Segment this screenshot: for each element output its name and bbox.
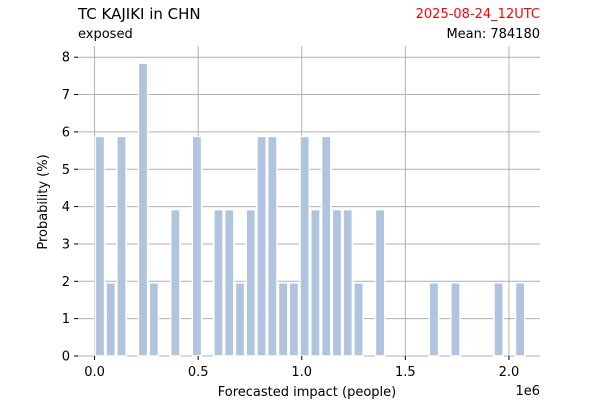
mean-value: Mean: 784180 xyxy=(446,27,540,42)
histogram-bar xyxy=(277,282,289,357)
histogram-bar xyxy=(266,135,278,357)
x-tick-label: 0.5 xyxy=(188,365,209,380)
histogram-bar xyxy=(493,282,504,357)
x-axis-label: Forecasted impact (people) xyxy=(218,385,396,400)
x-axis-multiplier: 1e6 xyxy=(515,384,540,399)
histogram-bar xyxy=(450,282,461,357)
histogram-bar xyxy=(288,282,300,357)
histogram-bar xyxy=(428,282,440,357)
histogram-bar xyxy=(191,135,203,357)
histogram-bar xyxy=(234,282,246,357)
histogram-bar xyxy=(331,208,343,357)
histogram-bar xyxy=(148,282,160,357)
x-tick-label: 2.0 xyxy=(499,365,520,380)
histogram-bar xyxy=(169,208,181,357)
histogram-bar xyxy=(342,208,354,357)
chart-subtitle: exposed xyxy=(78,27,133,42)
histogram-bar xyxy=(310,208,321,357)
y-tick-label: 0 xyxy=(62,350,70,365)
histogram-bar xyxy=(256,135,267,357)
histogram-bar xyxy=(105,282,117,357)
y-tick-label: 8 xyxy=(62,51,70,66)
histogram-bar xyxy=(353,282,364,357)
histogram-bar xyxy=(299,135,311,357)
x-tick-label: 0.0 xyxy=(84,365,105,380)
histogram-bar xyxy=(514,282,526,357)
bars xyxy=(94,62,526,357)
histogram-bar xyxy=(137,62,149,357)
chart-title: TC KAJIKI in CHN xyxy=(78,5,201,23)
y-axis-ticks: 0 1 2 3 4 5 6 7 8 xyxy=(62,51,78,365)
histogram-bar xyxy=(94,135,106,357)
y-tick-label: 5 xyxy=(62,163,70,178)
x-tick-label: 1.5 xyxy=(395,365,416,380)
histogram-bar xyxy=(223,208,235,357)
x-axis-ticks: 0.0 0.5 1.0 1.5 2.0 xyxy=(84,356,519,380)
histogram-bar xyxy=(116,135,127,357)
x-tick-label: 1.0 xyxy=(291,365,312,380)
y-tick-label: 6 xyxy=(62,125,70,140)
histogram-bar xyxy=(374,208,386,357)
histogram-bar xyxy=(245,208,257,357)
forecast-date: 2025-08-24_12UTC xyxy=(415,7,540,22)
y-tick-label: 1 xyxy=(62,312,70,327)
y-tick-label: 3 xyxy=(62,237,70,252)
y-tick-label: 4 xyxy=(62,200,70,215)
y-tick-label: 2 xyxy=(62,275,70,290)
histogram-bar xyxy=(213,208,224,357)
histogram-bar xyxy=(320,135,332,357)
y-axis-label: Probability (%) xyxy=(36,154,51,249)
y-tick-label: 7 xyxy=(62,88,70,103)
